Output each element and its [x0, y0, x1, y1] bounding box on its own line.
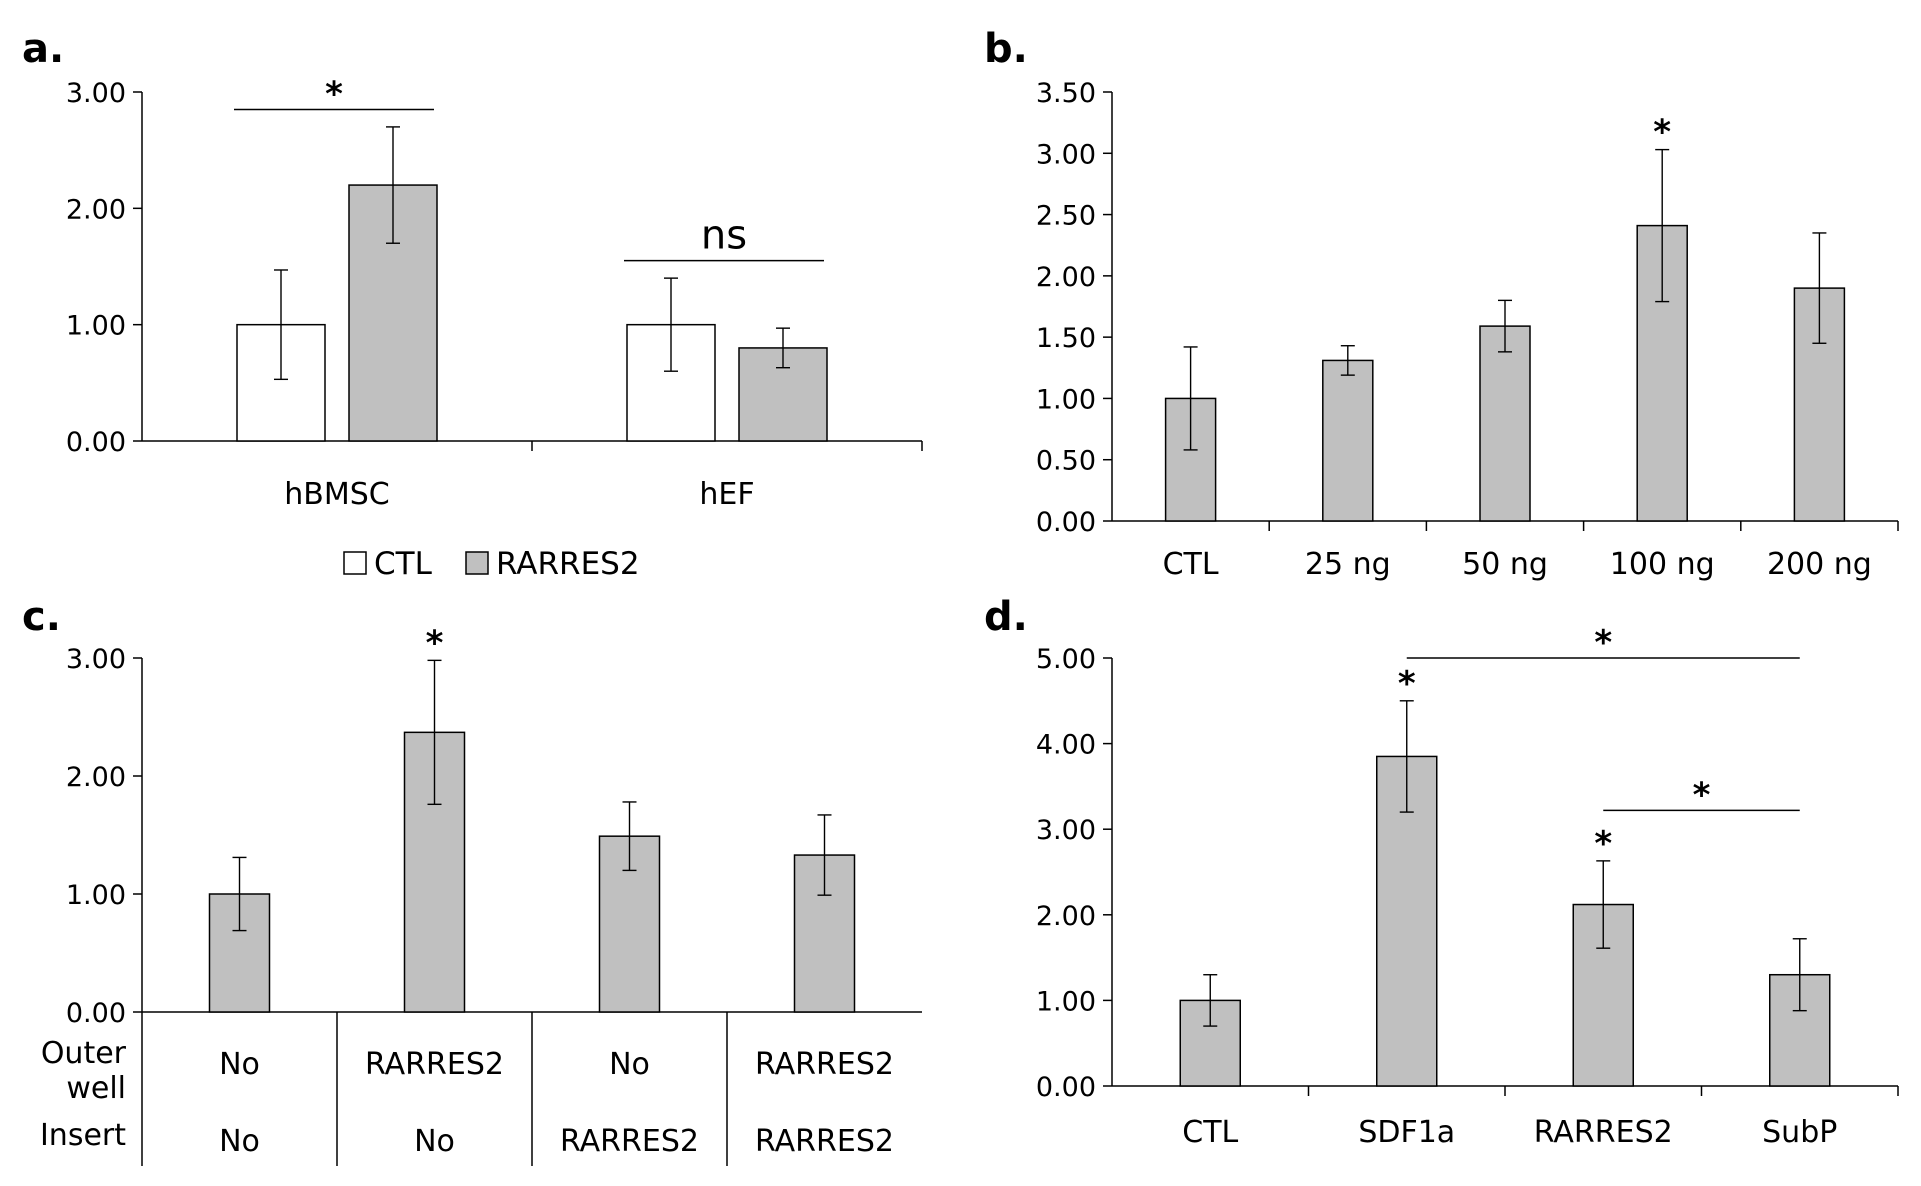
b-y-tick-label: 2.00 — [1036, 262, 1096, 293]
panel-c-label: c. — [22, 594, 61, 640]
b-bar — [1479, 325, 1531, 522]
panel-a-label: a. — [22, 26, 64, 72]
a-y-tick-label: 3.00 — [66, 78, 126, 109]
c-y-tick-label: 3.00 — [66, 644, 126, 675]
panel-b: b. 0.00 0.50 1.00 1.50 2.00 2.50 3.00 3.50 CTL 25… — [984, 26, 1899, 582]
b-y-tick-label: 0.50 — [1036, 446, 1096, 477]
c-outer-well-label: No — [219, 1047, 260, 1082]
a-y-tick-label: 1.00 — [66, 311, 126, 342]
c-insert-label: RARRES2 — [560, 1124, 699, 1159]
panel-a: a. 0.00 1.00 2.00 3.00 hBMSC hEF * ns — [22, 26, 923, 512]
c-significance-star: * — [426, 623, 444, 663]
c-outer-well-label: RARRES2 — [365, 1047, 504, 1082]
c-y-tick-label: 1.00 — [66, 880, 126, 911]
c-y-tick-label: 2.00 — [66, 762, 126, 793]
a-y-tick-label: 0.00 — [66, 427, 126, 458]
b-y-tick-label: 1.00 — [1036, 384, 1096, 415]
d-significance-star: * — [1594, 824, 1612, 864]
legend-ctl-label: CTL — [374, 546, 433, 582]
c-outer-well-label: No — [609, 1047, 650, 1082]
row-label-outer: Outer — [41, 1036, 127, 1071]
c-insert-label: RARRES2 — [755, 1124, 894, 1159]
d-y-tick-label: 5.00 — [1036, 644, 1096, 675]
panel-c: c. 0.00 1.00 2.00 3.00 No No RARRES2 No No RARRES… — [22, 594, 922, 1166]
b-y-tick-label: 0.00 — [1036, 507, 1096, 538]
c-y-tick-label: 0.00 — [66, 998, 126, 1029]
b-y-tick-label: 1.50 — [1036, 323, 1096, 354]
panel-d: d. 0.00 1.00 2.00 3.00 4.00 5.00 CTL SDF1a RARRE… — [984, 594, 1899, 1150]
panel-d-label: d. — [984, 594, 1028, 640]
d-y-tick-label: 2.00 — [1036, 901, 1096, 932]
a-significance-label: ns — [701, 213, 747, 259]
legend-rarres2-swatch — [465, 551, 489, 575]
b-category-label: 50 ng — [1462, 547, 1548, 582]
d-comparison-star: * — [1594, 623, 1612, 663]
d-significance-star: * — [1398, 664, 1416, 704]
a-significance-label: * — [325, 74, 343, 114]
d-category-label: SDF1a — [1358, 1115, 1455, 1150]
panel-b-label: b. — [984, 26, 1028, 72]
a-y-tick-label: 2.00 — [66, 194, 126, 225]
a-category-label: hBMSC — [284, 477, 389, 512]
b-bar — [1322, 359, 1374, 522]
d-y-tick-label: 0.00 — [1036, 1072, 1096, 1103]
c-insert-label: No — [414, 1124, 455, 1159]
row-label-well: well — [66, 1071, 126, 1106]
b-category-label: CTL — [1163, 547, 1219, 582]
b-significance-star: * — [1653, 113, 1671, 153]
c-insert-label: No — [219, 1124, 260, 1159]
b-category-label: 200 ng — [1767, 547, 1872, 582]
d-category-label: RARRES2 — [1534, 1115, 1673, 1150]
d-y-tick-label: 1.00 — [1036, 986, 1096, 1017]
d-category-label: CTL — [1182, 1115, 1238, 1150]
b-y-tick-label: 2.50 — [1036, 201, 1096, 232]
a-category-label: hEF — [699, 477, 754, 512]
legend-rarres2-label: RARRES2 — [496, 546, 640, 582]
d-category-label: SubP — [1762, 1115, 1837, 1150]
d-comparison-star: * — [1693, 775, 1711, 815]
d-y-tick-label: 4.00 — [1036, 730, 1096, 761]
legend: CTL RARRES2 — [343, 546, 640, 582]
b-category-label: 25 ng — [1305, 547, 1391, 582]
c-outer-well-label: RARRES2 — [755, 1047, 894, 1082]
d-y-tick-label: 3.00 — [1036, 815, 1096, 846]
b-y-tick-label: 3.50 — [1036, 78, 1096, 109]
b-category-label: 100 ng — [1610, 547, 1715, 582]
legend-ctl-swatch — [343, 551, 367, 575]
b-y-tick-label: 3.00 — [1036, 139, 1096, 170]
row-label-insert: Insert — [40, 1118, 126, 1153]
